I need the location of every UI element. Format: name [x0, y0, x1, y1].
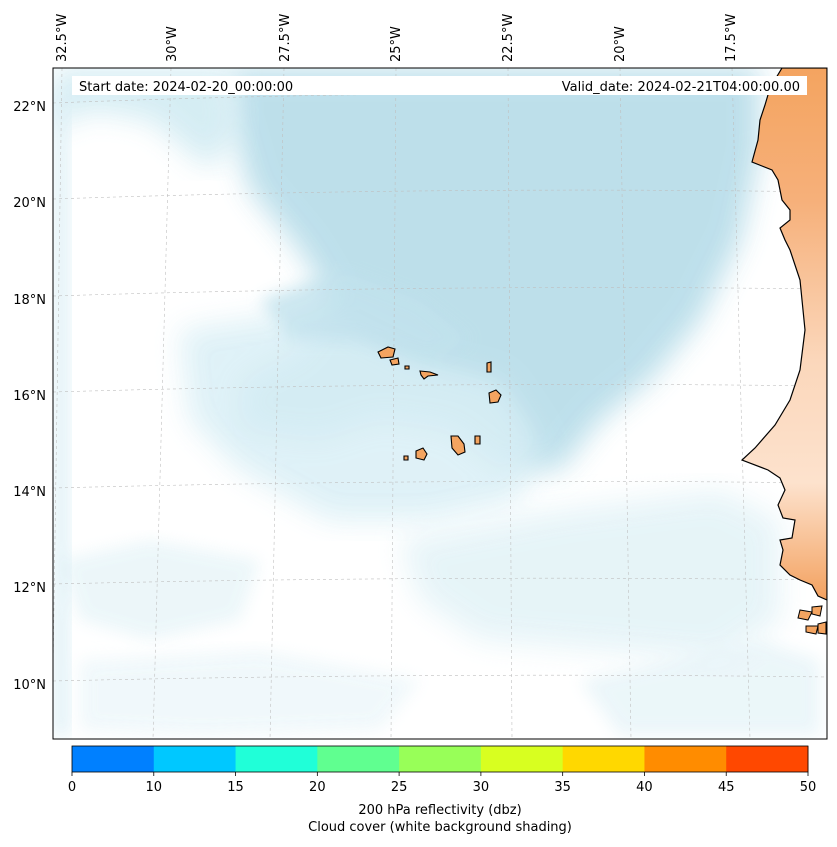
colorbar-label: 200 hPa reflectivity (dbz) [358, 803, 521, 818]
colorbar-sublabel: Cloud cover (white background shading) [308, 820, 572, 835]
colorbar-tick-label: 35 [554, 780, 571, 795]
island-santo-antao [377, 346, 396, 359]
longitude-labels: 32.5°W 30°W 27.5°W 25°W 22.5°W 20°W 17.5… [55, 14, 739, 62]
colorbar-tick-label: 25 [391, 780, 408, 795]
colorbar-cell [644, 746, 727, 772]
island-santa-luzia [404, 365, 410, 370]
colorbar-outline [71, 745, 809, 773]
colorbar-cells [72, 746, 809, 772]
colorbar-tick-label: 40 [636, 780, 653, 795]
colorbar-ticks: 0 10 15 20 25 30 35 40 45 50 [68, 772, 816, 795]
colorbar-cell [562, 746, 645, 772]
lon-label: 32.5°W [55, 14, 70, 62]
date-annotation-box [72, 76, 807, 95]
map-area [53, 68, 827, 739]
colorbar: 0 10 15 20 25 30 35 40 45 50 200 hPa reflectivity… [68, 745, 816, 835]
island-brava [403, 455, 409, 461]
lat-label: 20°N [13, 196, 46, 211]
lat-label: 18°N [13, 293, 46, 308]
island-santiago [450, 435, 466, 456]
island-boa-vista [488, 389, 502, 404]
colorbar-cell [726, 746, 809, 772]
lat-label: 22°N [13, 100, 46, 115]
lon-label: 22.5°W [501, 14, 516, 62]
lat-label: 12°N [13, 581, 46, 596]
colorbar-tick-label: 15 [227, 780, 244, 795]
cape-verde-islands [377, 346, 502, 461]
colorbar-tick-label: 50 [800, 780, 817, 795]
island-sal [486, 361, 492, 373]
latitude-labels: 22°N 20°N 18°N 16°N 14°N 12°N 10°N [13, 100, 46, 693]
colorbar-cell [72, 746, 155, 772]
colorbar-tick-label: 10 [146, 780, 163, 795]
colorbar-cell [153, 746, 237, 772]
island-sao-nicolau [419, 370, 439, 380]
colorbar-tick-label: 0 [68, 780, 76, 795]
bissagos-islands [797, 605, 827, 635]
lon-label: 30°W [165, 26, 180, 62]
colorbar-cell [317, 746, 400, 772]
island-sao-vicente [389, 357, 400, 366]
start-date-text: Start date: 2024-02-20_00:00:00 [79, 80, 293, 95]
colorbar-cell [235, 746, 318, 772]
graticule [53, 68, 827, 739]
colorbar-tick-label: 30 [473, 780, 490, 795]
africa-landmass [740, 68, 827, 601]
lon-label: 17.5°W [724, 14, 739, 62]
lon-label: 25°W [389, 26, 404, 62]
island-maio [474, 435, 481, 445]
colorbar-tick-label: 20 [309, 780, 326, 795]
lon-label: 27.5°W [278, 14, 293, 62]
island-fogo [415, 447, 428, 461]
colorbar-cell [399, 746, 482, 772]
colorbar-cell [480, 746, 564, 772]
colorbar-tick-label: 45 [718, 780, 735, 795]
lon-label: 20°W [613, 26, 628, 62]
lat-label: 14°N [13, 485, 46, 500]
lat-label: 10°N [13, 678, 46, 693]
lat-label: 16°N [13, 389, 46, 404]
valid-date-text: Valid_date: 2024-02-21T04:00:00.00 [562, 80, 800, 95]
map-border [52, 67, 828, 740]
